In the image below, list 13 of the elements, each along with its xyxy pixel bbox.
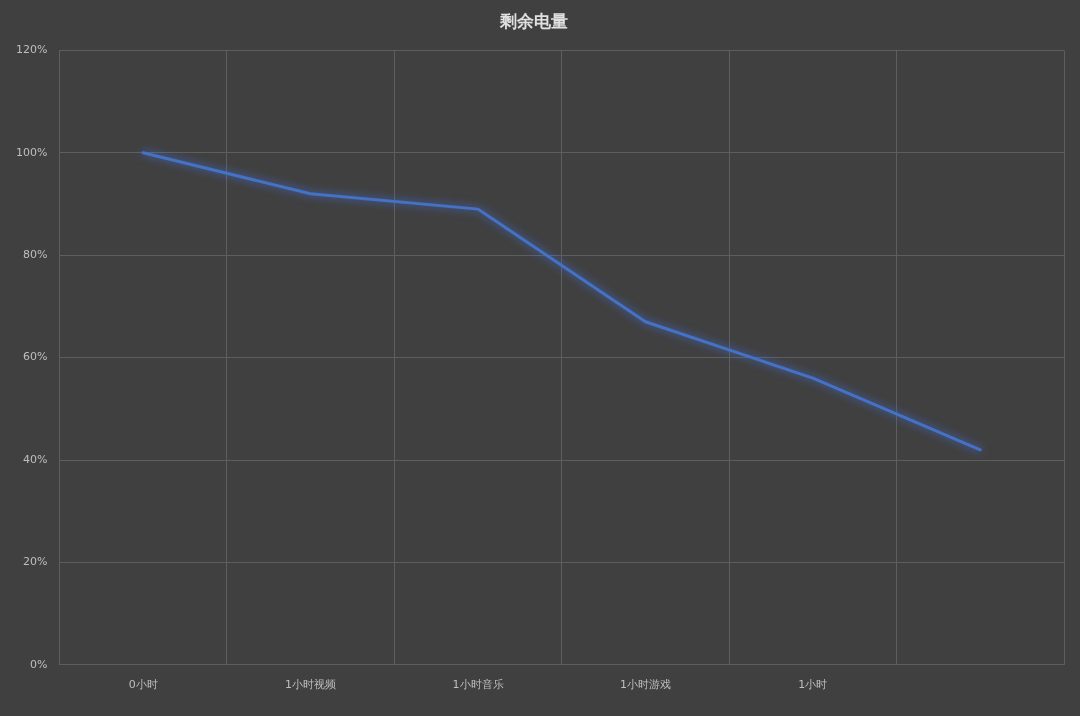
y-tick-label: 120%	[15, 43, 48, 57]
x-tick-label: 1小时游戏	[619, 678, 671, 692]
x-tick-label: 0小时	[128, 678, 158, 692]
x-tick-label: 1小时视频	[285, 678, 337, 692]
chart-title: 剩余电量	[499, 10, 568, 31]
y-tick-label: 60%	[22, 350, 48, 364]
y-tick-label: 80%	[22, 248, 48, 262]
x-tick-label: 1小时音乐	[452, 678, 504, 692]
y-tick-label: 100%	[15, 145, 48, 159]
y-tick-label: 40%	[22, 452, 48, 466]
x-tick-label: 1小时	[798, 678, 828, 692]
y-tick-label: 20%	[22, 555, 48, 569]
y-tick-label: 0%	[29, 657, 48, 671]
